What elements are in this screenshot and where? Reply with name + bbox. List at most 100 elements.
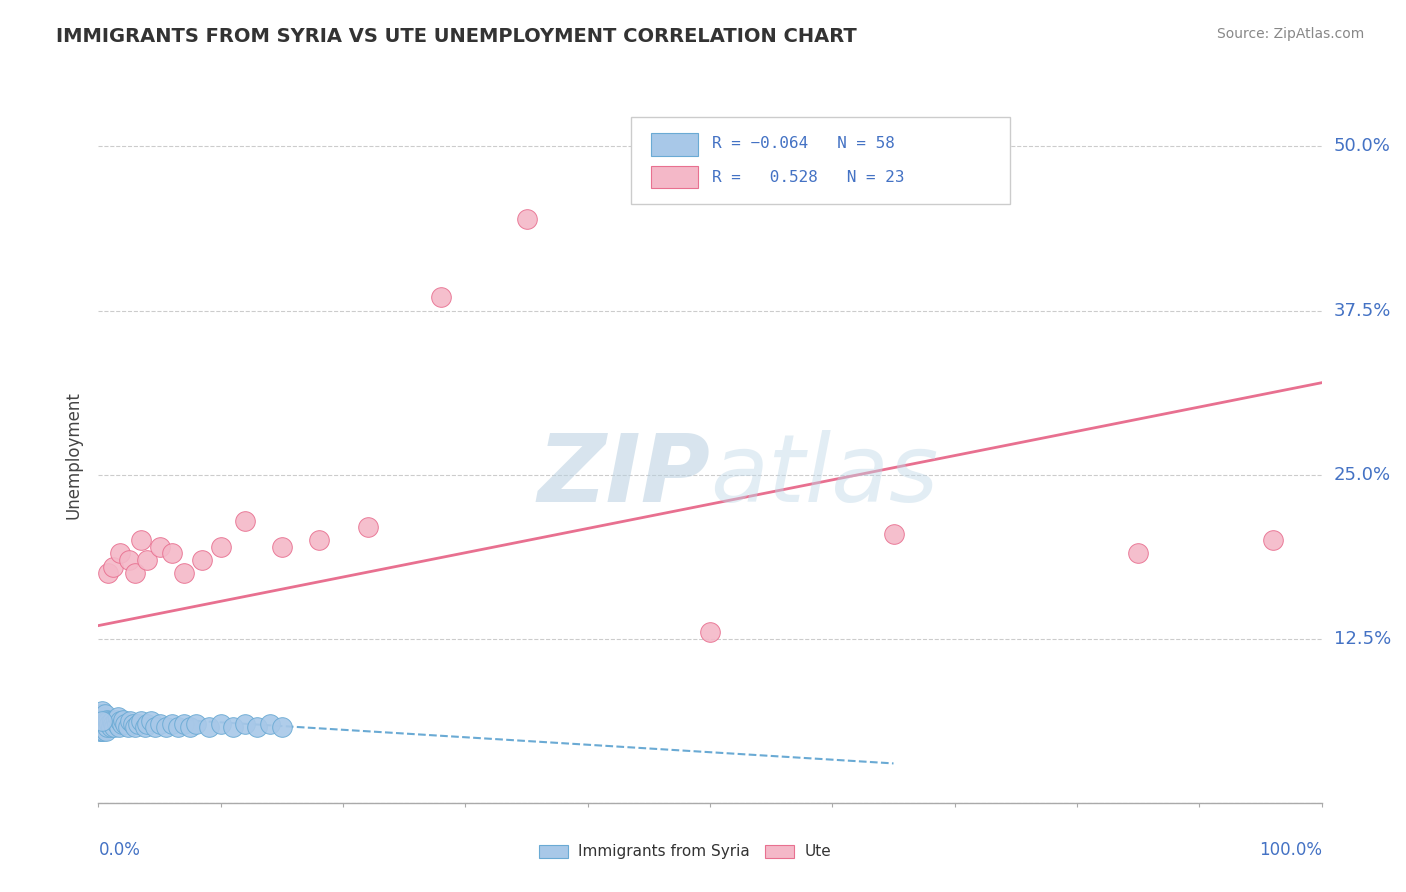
Point — [149, 540, 172, 554]
Text: R =   0.528   N = 23: R = 0.528 N = 23 — [713, 169, 905, 185]
Text: Immigrants from Syria: Immigrants from Syria — [578, 844, 749, 859]
Point — [129, 533, 152, 548]
Point — [160, 546, 183, 560]
Text: IMMIGRANTS FROM SYRIA VS UTE UNEMPLOYMENT CORRELATION CHART: IMMIGRANTS FROM SYRIA VS UTE UNEMPLOYMEN… — [56, 27, 858, 45]
Text: 25.0%: 25.0% — [1334, 466, 1391, 483]
Point — [515, 211, 537, 226]
Point — [139, 714, 162, 729]
Point — [100, 720, 122, 734]
Point — [90, 723, 112, 738]
Point — [1261, 533, 1284, 548]
Point — [143, 720, 166, 734]
FancyBboxPatch shape — [538, 845, 568, 858]
Point — [94, 723, 117, 738]
Point — [90, 706, 112, 721]
Point — [179, 720, 201, 734]
Point — [89, 710, 111, 724]
Point — [91, 717, 114, 731]
Point — [91, 723, 114, 738]
Text: atlas: atlas — [710, 430, 938, 521]
Point — [90, 714, 112, 729]
Point — [104, 713, 127, 727]
Text: 50.0%: 50.0% — [1334, 137, 1391, 155]
FancyBboxPatch shape — [651, 134, 697, 156]
Point — [186, 717, 208, 731]
Point — [98, 717, 121, 731]
Point — [96, 713, 118, 727]
FancyBboxPatch shape — [651, 166, 697, 188]
Point — [233, 717, 256, 731]
Point — [118, 553, 141, 567]
Point — [430, 290, 453, 304]
Point — [110, 546, 132, 560]
Text: Ute: Ute — [804, 844, 831, 859]
Point — [93, 706, 115, 721]
Point — [356, 520, 378, 534]
Point — [222, 720, 245, 734]
Point — [699, 625, 721, 640]
Point — [89, 717, 111, 731]
Point — [97, 566, 120, 580]
Point — [259, 717, 281, 731]
Point — [107, 710, 129, 724]
Point — [209, 717, 232, 731]
Text: 100.0%: 100.0% — [1258, 841, 1322, 859]
Point — [246, 720, 269, 734]
FancyBboxPatch shape — [765, 845, 794, 858]
Point — [117, 720, 139, 734]
Point — [103, 720, 125, 734]
Point — [136, 553, 159, 567]
Point — [101, 717, 124, 731]
Text: Source: ZipAtlas.com: Source: ZipAtlas.com — [1216, 27, 1364, 41]
Point — [111, 713, 134, 727]
Point — [120, 714, 142, 729]
Point — [90, 720, 112, 734]
Point — [173, 717, 195, 731]
Point — [101, 559, 124, 574]
Text: 12.5%: 12.5% — [1334, 630, 1391, 648]
Point — [93, 714, 115, 729]
Point — [136, 717, 159, 731]
Point — [308, 533, 330, 548]
Point — [134, 720, 156, 734]
Point — [91, 704, 114, 718]
Point — [167, 720, 190, 734]
Point — [105, 717, 128, 731]
Point — [89, 723, 111, 738]
Y-axis label: Unemployment: Unemployment — [65, 391, 83, 519]
Point — [233, 514, 256, 528]
Point — [155, 720, 177, 734]
Point — [270, 720, 294, 734]
Point — [91, 714, 114, 729]
Point — [124, 720, 146, 734]
Point — [110, 714, 132, 729]
Point — [101, 714, 124, 729]
Point — [160, 717, 183, 731]
Point — [97, 714, 120, 729]
Point — [883, 526, 905, 541]
Text: 0.0%: 0.0% — [98, 841, 141, 859]
Point — [1128, 546, 1150, 560]
Point — [209, 540, 232, 554]
Point — [149, 717, 172, 731]
Point — [124, 566, 146, 580]
Point — [197, 720, 219, 734]
Point — [91, 720, 114, 734]
Point — [91, 713, 114, 727]
Point — [270, 540, 294, 554]
Point — [173, 566, 195, 580]
Point — [121, 717, 143, 731]
Point — [191, 553, 214, 567]
Point — [129, 714, 152, 729]
Point — [114, 717, 136, 731]
Text: 37.5%: 37.5% — [1334, 301, 1392, 319]
Point — [127, 717, 149, 731]
Point — [111, 717, 134, 731]
FancyBboxPatch shape — [630, 118, 1010, 204]
Text: ZIP: ZIP — [537, 430, 710, 522]
Text: R = −0.064   N = 58: R = −0.064 N = 58 — [713, 136, 896, 152]
Point — [108, 720, 131, 734]
Point — [94, 717, 117, 731]
Point — [96, 720, 118, 734]
Point — [91, 710, 114, 724]
